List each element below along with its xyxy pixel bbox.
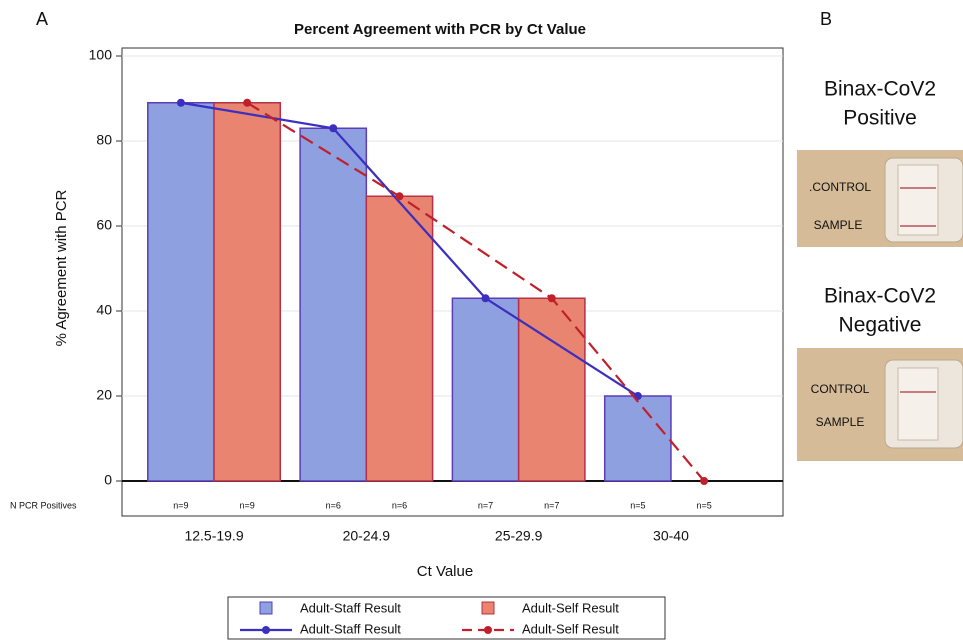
- photo-text: SAMPLE: [814, 218, 863, 232]
- y-tick-label: 40: [96, 302, 112, 318]
- photo-text: SAMPLE: [816, 415, 865, 429]
- y-tick-label: 0: [104, 472, 112, 488]
- legend-label: Adult-Staff Result: [300, 600, 401, 615]
- legend-label: Adult-Staff Result: [300, 621, 401, 636]
- plot-frame: [121, 47, 784, 517]
- legend-label: Adult-Self Result: [522, 621, 619, 636]
- n-label: n=9: [240, 500, 255, 510]
- bar: [365, 195, 434, 482]
- x-axis-label: Ct Value: [417, 563, 473, 580]
- photo-title: Binax-CoV2: [824, 285, 936, 308]
- panel-label: B: [820, 9, 832, 29]
- y-axis-label: % Agreement with PCR: [53, 189, 70, 346]
- x-tick-label: 20-24.9: [343, 528, 391, 544]
- legend-marker: [484, 626, 492, 634]
- line-point: [481, 294, 490, 303]
- n-row-label: N PCR Positives: [10, 500, 77, 510]
- legend-box: [227, 596, 666, 640]
- legend-marker: [262, 626, 270, 634]
- y-tick-label: 80: [96, 132, 112, 148]
- y-tick-label: 20: [96, 387, 112, 403]
- y-tick-label: 60: [96, 217, 112, 233]
- series-line: [180, 101, 639, 397]
- bar: [603, 395, 672, 482]
- line-point: [395, 192, 404, 201]
- bar: [451, 297, 520, 482]
- n-label: n=7: [478, 500, 493, 510]
- n-label: n=6: [326, 500, 341, 510]
- line-point: [547, 294, 556, 303]
- photo-title: Negative: [839, 314, 922, 337]
- bar: [213, 102, 282, 482]
- legend-swatch: [259, 601, 273, 615]
- x-tick-label: 12.5-19.9: [184, 528, 243, 544]
- line-point: [700, 477, 709, 485]
- n-label: n=5: [696, 500, 711, 510]
- line-point: [243, 98, 252, 107]
- y-tick-label: 100: [89, 47, 113, 63]
- chart-title: Percent Agreement with PCR by Ct Value: [294, 21, 586, 38]
- photo-positive: [797, 150, 963, 247]
- panel-label: A: [36, 9, 48, 29]
- x-tick-label: 25-29.9: [495, 528, 543, 544]
- photo-text: .CONTROL: [809, 180, 871, 194]
- n-label: n=9: [173, 500, 188, 510]
- photo-negative: [797, 348, 963, 461]
- bar: [147, 102, 215, 482]
- bar: [299, 127, 368, 482]
- photo-text: CONTROL: [811, 382, 870, 396]
- series-line: [246, 101, 705, 482]
- legend-label: Adult-Self Result: [522, 600, 619, 615]
- photo-title: Binax-CoV2: [824, 78, 936, 101]
- legend-swatch: [481, 601, 495, 615]
- bar: [517, 297, 586, 482]
- n-label: n=6: [392, 500, 407, 510]
- x-tick-label: 30-40: [653, 528, 689, 544]
- line-point: [176, 98, 185, 107]
- n-label: n=7: [544, 500, 559, 510]
- photo-title: Positive: [843, 107, 917, 130]
- n-label: n=5: [630, 500, 645, 510]
- line-point: [329, 124, 338, 133]
